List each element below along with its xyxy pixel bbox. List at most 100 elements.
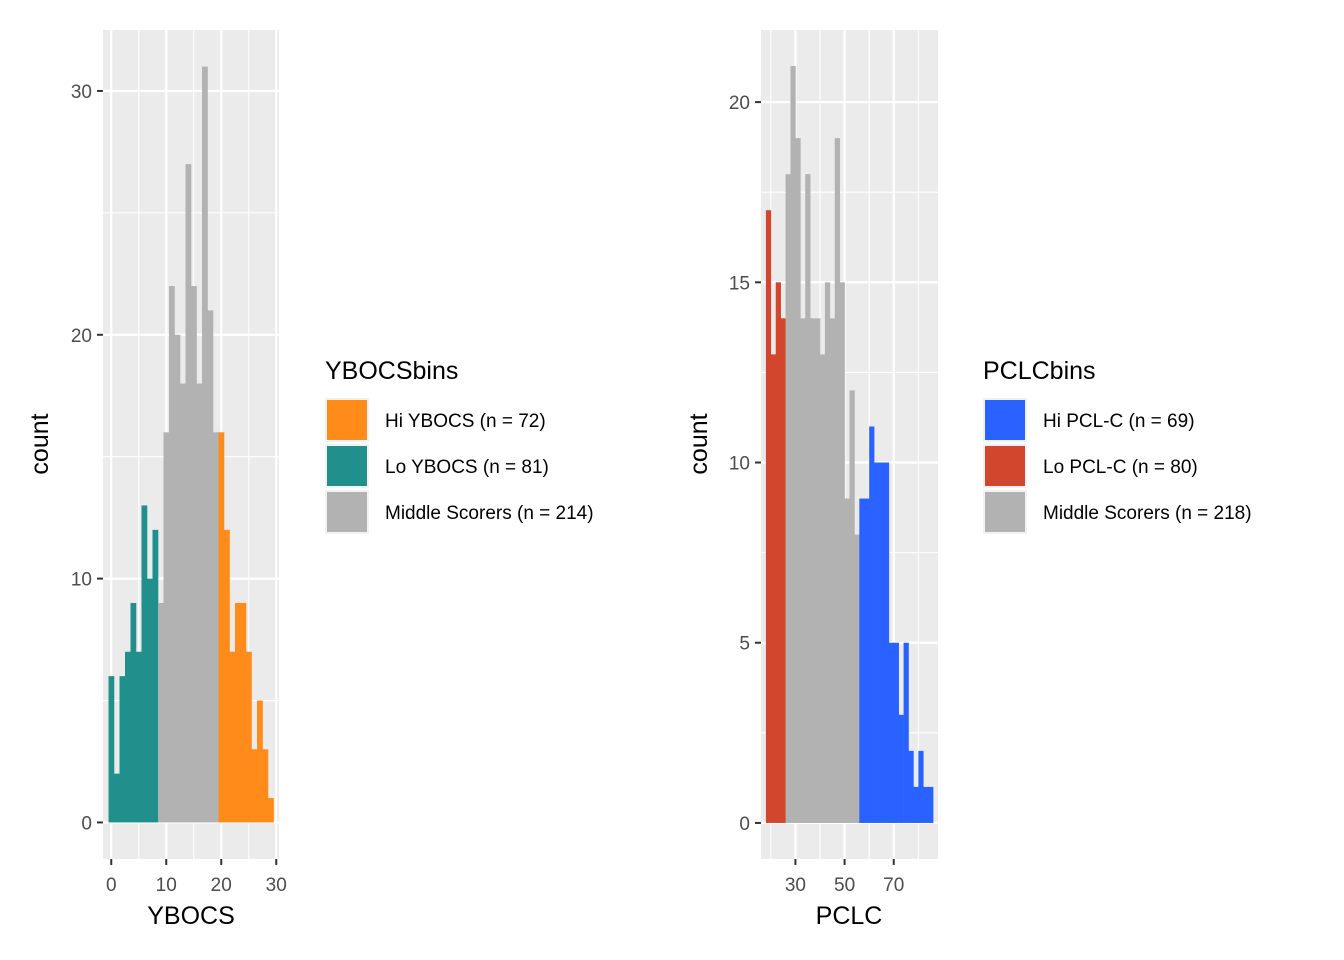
legend-entry: Middle Scorers (n = 214) [325,490,594,534]
histogram-bar [229,651,236,823]
histogram-bar [158,602,164,823]
chart-pclc: 0 5 10 15 20 30 50 70 PCLC count PCLCbins Hi P… [685,30,1252,930]
histogram-bar [141,505,148,823]
histogram-bar [824,282,831,823]
histogram-bar [224,529,230,823]
x-tick-label: 20 [211,875,232,896]
histogram-bar [191,286,197,823]
legend-swatch [985,492,1025,532]
histogram-bar [152,529,159,823]
legend-label: Hi PCL-C (n = 69) [1043,411,1195,432]
legend-swatch [327,492,367,532]
histogram-bar [898,714,904,823]
x-tick-label: 0 [106,875,117,896]
y-axis: 0 5 10 15 20 [729,93,761,835]
histogram-bar [196,383,203,823]
histogram-bar [775,282,781,823]
legend-label: Hi YBOCS (n = 72) [385,411,546,432]
legend-entry: Hi YBOCS (n = 72) [325,398,546,442]
y-axis-title: count [685,413,713,474]
histogram-bar [780,318,786,823]
histogram-bar [246,651,252,823]
histogram-bar [218,432,225,823]
histogram-bar [163,432,170,823]
legend-entry: Lo YBOCS (n = 81) [325,444,549,488]
histogram-bar [185,164,192,823]
histogram-bar [908,750,914,823]
x-tick-label: 50 [834,875,855,896]
legend-label: Middle Scorers (n = 214) [385,503,594,524]
y-tick-label: 10 [71,570,92,591]
histogram-bar [136,651,142,823]
histogram-bar [893,642,899,823]
histogram-bar [918,750,924,823]
histogram-bar [169,286,175,823]
histogram-bar [174,334,181,823]
legend-title: PCLCbins [983,357,1096,385]
y-tick-label: 20 [729,93,750,114]
legend-swatch [985,400,1025,440]
legend-label: Middle Scorers (n = 218) [1043,503,1252,524]
histogram-bar [800,318,806,823]
y-tick-label: 0 [739,814,750,835]
legend-swatch [327,446,367,486]
histogram-bar [257,700,263,823]
histogram-bar [805,174,811,823]
histogram-bar [147,578,153,823]
histogram-bar [785,174,791,823]
x-axis: 0 10 20 30 [106,859,287,896]
histogram-bar [202,66,208,823]
histogram-bar [213,432,219,823]
histogram-bar [874,462,880,823]
histogram-bar [810,318,816,823]
x-tick-label: 10 [156,875,177,896]
histogram-bar [795,138,801,823]
histogram-bar [790,66,796,823]
histogram-bars [765,66,934,823]
legend-entry: Lo PCL-C (n = 80) [983,444,1198,488]
legend-entry: Middle Scorers (n = 218) [983,490,1252,534]
histogram-bar [913,786,919,823]
histogram-bar [844,498,850,823]
histogram-bar [765,210,772,823]
histogram-bar [854,534,860,823]
histogram-bar [839,282,845,823]
histogram-bar [883,462,890,823]
histogram-bar [262,749,269,823]
histogram-bar [251,749,258,823]
histogram-bar [815,318,821,823]
y-tick-label: 0 [81,813,92,834]
histogram-bar [829,318,836,823]
histogram-bar [903,642,909,823]
y-tick-label: 20 [71,326,92,347]
histogram-bar [207,310,214,823]
legend-label: Lo PCL-C (n = 80) [1043,457,1198,478]
histogram-bar [820,354,826,823]
x-axis-title: PCLC [816,902,883,930]
y-tick-label: 30 [71,82,92,103]
histogram-bar [928,786,934,823]
histogram-bar [859,498,865,823]
histogram-bar [240,602,247,823]
histogram-bar [235,602,241,823]
chart-ybocs: 0 10 20 30 0 10 20 30 YBOCS count YBOCSbins Hi… [26,30,594,930]
x-axis: 30 50 70 [785,859,904,896]
y-tick-label: 10 [729,454,750,475]
x-tick-label: 70 [883,875,904,896]
legend: YBOCSbins Hi YBOCS (n = 72) Lo YBOCS (n … [325,357,594,534]
histogram-bar [268,798,274,823]
legend: PCLCbins Hi PCL-C (n = 69) Lo PCL-C (n =… [983,357,1252,534]
histogram-bar [180,383,186,823]
legend-swatch [327,400,367,440]
legend-entry: Hi PCL-C (n = 69) [983,398,1195,442]
x-tick-label: 30 [785,875,806,896]
histogram-bar [119,676,126,823]
y-axis-title: count [26,413,54,474]
y-tick-label: 15 [729,273,750,294]
histogram-bar [864,498,870,823]
histogram-bar [834,138,840,823]
legend-swatch [985,446,1025,486]
histogram-bar [125,651,131,823]
histogram-bar [923,786,929,823]
